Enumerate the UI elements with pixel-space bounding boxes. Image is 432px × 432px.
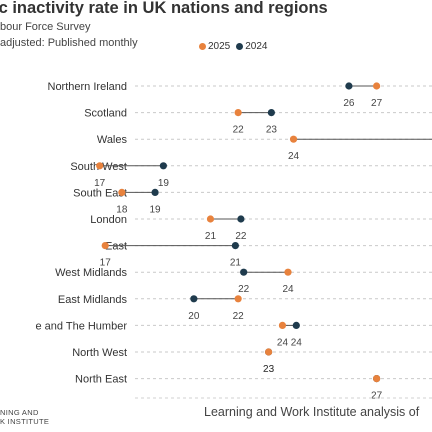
chart-title: ic inactivity rate in UK nations and reg… bbox=[0, 0, 328, 17]
data-label-2025-east-midlands: 22 bbox=[233, 311, 245, 322]
data-label-2025-e-and-the-humber: 24 bbox=[277, 337, 289, 348]
institute-logo: NING AND K INSTITUTE bbox=[0, 408, 49, 426]
point-2025-east bbox=[101, 242, 109, 250]
category-label-north-east: North East bbox=[75, 374, 127, 386]
data-label-2024-e-and-the-humber: 24 bbox=[291, 337, 303, 348]
data-label-2024-east-midlands: 20 bbox=[188, 311, 200, 322]
point-2024-scotland bbox=[267, 109, 275, 117]
legend-swatch-2024 bbox=[236, 43, 244, 50]
category-label-northern-ireland: Northern Ireland bbox=[48, 81, 128, 93]
legend-swatch-2025 bbox=[199, 43, 206, 50]
logo-line-1: NING AND bbox=[0, 408, 39, 417]
data-label-2025-scotland: 22 bbox=[233, 125, 245, 136]
point-2025-wales bbox=[289, 135, 298, 143]
category-label-west-midlands: West Midlands bbox=[55, 267, 127, 279]
data-label-2024-east: 21 bbox=[230, 258, 242, 269]
point-2025-e-and-the-humber bbox=[278, 321, 287, 329]
data-label-2024-london: 22 bbox=[235, 231, 247, 242]
source-note: Learning and Work Institute analysis of bbox=[204, 405, 420, 419]
data-label-2025-north-west: 23 bbox=[263, 364, 275, 375]
point-2025-west-midlands bbox=[284, 268, 292, 276]
point-2024-london bbox=[237, 215, 245, 223]
legend-item-2025: 2025 bbox=[199, 41, 230, 52]
category-label-wales: Wales bbox=[97, 134, 128, 146]
chart-subtitle: bour Force Survey bbox=[0, 21, 91, 33]
point-2024-south-west bbox=[159, 162, 167, 170]
chart-subtitle-note: adjusted: Published monthly bbox=[0, 37, 138, 49]
data-label-2024-north-west: 23 bbox=[263, 364, 275, 375]
data-label-2025-northern-ireland: 27 bbox=[371, 98, 383, 109]
legend-item-2024: 2024 bbox=[236, 41, 268, 52]
point-2025-scotland bbox=[234, 109, 242, 117]
category-label-east: East bbox=[105, 241, 127, 253]
legend-label-2025: 2025 bbox=[208, 41, 231, 52]
point-2025-east-midlands bbox=[234, 295, 242, 303]
data-label-2025-london: 21 bbox=[205, 231, 217, 242]
data-label-2025-south-east: 18 bbox=[116, 204, 128, 215]
category-label-east-midlands: East Midlands bbox=[58, 294, 128, 306]
point-2024-west-midlands bbox=[240, 268, 248, 276]
category-label-north-west: North West bbox=[72, 347, 127, 359]
category-label-e-and-the-humber: e and The Humber bbox=[35, 320, 127, 332]
data-label-2025-wales: 24 bbox=[288, 151, 300, 162]
point-2025-northern-ireland bbox=[373, 82, 381, 90]
data-label-2024-scotland: 23 bbox=[266, 125, 278, 136]
point-2024-northern-ireland bbox=[345, 82, 353, 90]
data-label-2024-south-east: 19 bbox=[150, 204, 162, 215]
point-2024-south-east bbox=[151, 188, 159, 196]
data-label-2025-east: 17 bbox=[100, 258, 112, 269]
data-label-2024-south-west: 19 bbox=[158, 178, 170, 189]
point-2024-e-and-the-humber bbox=[292, 321, 300, 329]
point-2025-north-west bbox=[265, 348, 273, 356]
chart-legend: 2025 2024 bbox=[199, 41, 274, 52]
category-label-london: London bbox=[90, 214, 127, 226]
legend-label-2024: 2024 bbox=[245, 41, 268, 52]
point-2025-london bbox=[206, 215, 215, 223]
point-2025-north-east bbox=[373, 375, 381, 383]
category-label-scotland: Scotland bbox=[84, 108, 127, 120]
point-2025-south-west bbox=[96, 162, 104, 170]
point-2024-east-midlands bbox=[190, 295, 198, 303]
logo-line-2: K INSTITUTE bbox=[0, 417, 50, 426]
data-label-2025-north-east: 27 bbox=[371, 391, 383, 402]
point-2025-south-east bbox=[118, 188, 126, 196]
point-2024-east bbox=[231, 242, 239, 250]
data-label-2024-west-midlands: 22 bbox=[238, 284, 250, 295]
data-label-2025-west-midlands: 24 bbox=[282, 284, 294, 295]
category-label-south-east: South East bbox=[73, 187, 127, 199]
data-label-2025-south-west: 17 bbox=[94, 178, 106, 189]
data-label-2024-northern-ireland: 26 bbox=[343, 98, 355, 109]
